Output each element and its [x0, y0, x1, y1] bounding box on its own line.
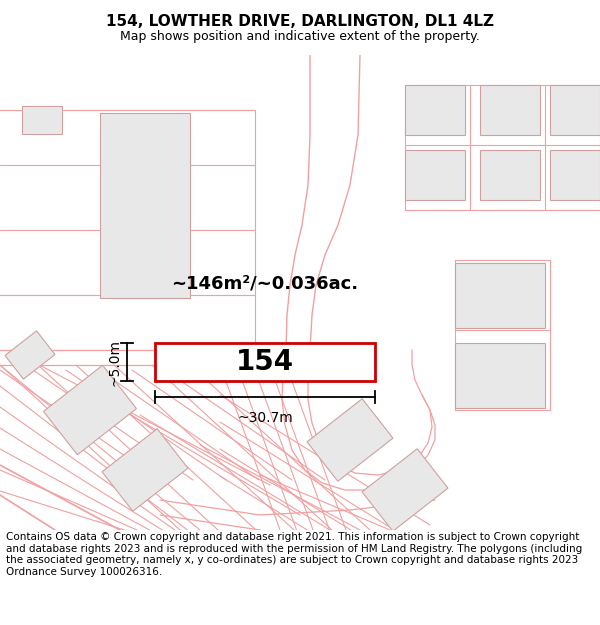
Polygon shape: [405, 150, 465, 200]
Text: 154: 154: [236, 348, 294, 376]
Polygon shape: [480, 150, 540, 200]
Polygon shape: [5, 331, 55, 379]
Polygon shape: [102, 429, 188, 511]
Polygon shape: [550, 150, 600, 200]
Polygon shape: [550, 85, 600, 135]
Polygon shape: [405, 85, 465, 135]
Bar: [155, 343, 375, 381]
Text: ~5.0m: ~5.0m: [108, 339, 122, 386]
Polygon shape: [22, 106, 62, 134]
Polygon shape: [455, 262, 545, 328]
Text: 154, LOWTHER DRIVE, DARLINGTON, DL1 4LZ: 154, LOWTHER DRIVE, DARLINGTON, DL1 4LZ: [106, 14, 494, 29]
Polygon shape: [455, 342, 545, 408]
Polygon shape: [362, 449, 448, 531]
Polygon shape: [100, 112, 190, 298]
Polygon shape: [307, 399, 393, 481]
Text: Contains OS data © Crown copyright and database right 2021. This information is : Contains OS data © Crown copyright and d…: [6, 532, 582, 577]
Text: ~146m²/~0.036ac.: ~146m²/~0.036ac.: [172, 274, 359, 292]
Text: Map shows position and indicative extent of the property.: Map shows position and indicative extent…: [120, 30, 480, 43]
Polygon shape: [480, 85, 540, 135]
Text: ~30.7m: ~30.7m: [237, 411, 293, 425]
Polygon shape: [44, 365, 136, 455]
